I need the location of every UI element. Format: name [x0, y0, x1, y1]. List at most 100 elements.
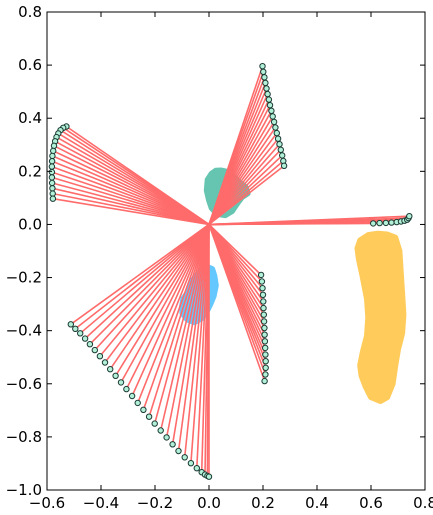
point-upper-right — [270, 118, 278, 126]
y-tick-label: −0.6 — [6, 375, 42, 393]
ray-lower-left — [70, 223, 210, 325]
ray-upper-left — [51, 182, 210, 226]
ray-upper-left — [52, 187, 210, 226]
scatter-points — [48, 62, 413, 480]
plot-frame — [46, 11, 426, 491]
point-upper-left — [49, 152, 56, 160]
point-upper-left — [48, 179, 56, 187]
point-upper-left — [48, 168, 56, 176]
ray-upper-left — [52, 150, 210, 226]
ray-upper-left — [51, 176, 210, 226]
ray-lower-left — [74, 223, 210, 330]
x-axis-ticks: −0.6 −0.4 −0.2 0.0 0.2 0.4 0.6 0.8 — [29, 12, 433, 512]
ray-lower-left — [171, 224, 210, 445]
ray-upper-left — [52, 197, 210, 226]
point-lower-left — [205, 473, 213, 480]
ray-lower-left — [94, 223, 210, 351]
point-upper-right — [269, 113, 276, 120]
point-lower-left — [169, 441, 176, 448]
ray-lower-left — [196, 224, 210, 469]
ray-middle-right — [208, 224, 266, 382]
point-upper-left — [48, 163, 56, 170]
point-lower-left — [117, 379, 125, 386]
ray-lower-left — [131, 224, 210, 397]
point-upper-left — [48, 158, 56, 165]
point-lower-left — [134, 399, 141, 407]
point-upper-right — [280, 162, 288, 170]
point-middle-right — [260, 318, 268, 325]
point-right — [382, 219, 390, 227]
point-upper-right — [272, 124, 279, 131]
point-upper-right — [277, 146, 284, 154]
y-tick-label: −0.8 — [6, 428, 42, 446]
point-upper-right — [268, 107, 275, 115]
point-middle-right — [261, 324, 268, 332]
x-tick-label: −0.4 — [83, 494, 119, 512]
x-tick-label: 0.6 — [359, 494, 383, 512]
point-upper-right — [262, 79, 269, 87]
ray-upper-right — [208, 149, 282, 225]
ray-lower-left — [109, 223, 210, 370]
ray-lower-left — [177, 224, 210, 452]
point-upper-right — [279, 152, 286, 159]
point-lower-left — [77, 330, 84, 337]
ray-upper-left — [51, 160, 210, 226]
ray-upper-right — [208, 143, 281, 225]
point-lower-left — [86, 341, 94, 348]
point-lower-left — [151, 420, 158, 427]
ray-lower-left — [125, 224, 210, 390]
y-tick-label: 0.0 — [18, 215, 42, 233]
point-upper-right — [261, 74, 268, 81]
y-tick-label: 0.2 — [18, 162, 42, 180]
point-lower-left — [81, 335, 89, 342]
point-lower-left — [112, 372, 119, 379]
x-tick-label: 0.4 — [305, 494, 329, 512]
point-middle-right — [262, 371, 269, 378]
point-lower-left — [193, 465, 201, 472]
ray-upper-left — [52, 192, 210, 226]
point-upper-right — [259, 62, 266, 70]
y-axis-ticks: −1.0 −0.8 −0.6 −0.4 −0.2 0.0 0.2 0.4 0.6 0.8 — [6, 3, 425, 499]
point-middle-right — [257, 271, 265, 279]
point-middle-right — [258, 278, 266, 285]
ray-lower-left — [159, 224, 210, 431]
ray-lower-left — [142, 224, 210, 411]
ray-lower-left — [165, 224, 210, 438]
ray-lower-left — [99, 223, 210, 357]
point-upper-left — [48, 174, 56, 181]
ray-lower-left — [190, 224, 210, 464]
point-upper-left — [50, 142, 58, 150]
ray-lower-left — [153, 224, 210, 424]
point-upper-right — [260, 68, 267, 76]
x-tick-label: −0.6 — [29, 494, 65, 512]
point-middle-right — [259, 285, 266, 292]
point-lower-left — [107, 366, 114, 373]
point-lower-left — [96, 353, 104, 360]
ray-upper-left — [51, 171, 210, 226]
point-upper-left — [49, 190, 56, 197]
point-upper-right — [264, 90, 271, 98]
point-upper-right — [273, 129, 280, 137]
ray-lower-left — [120, 224, 210, 383]
point-right — [388, 219, 395, 226]
point-upper-left — [49, 185, 56, 192]
point-upper-left — [49, 195, 57, 202]
ray-upper-right — [208, 154, 283, 225]
ray-lines — [51, 65, 410, 477]
point-middle-right — [262, 364, 269, 371]
point-lower-left — [140, 406, 147, 413]
point-lower-left — [157, 427, 164, 434]
point-lower-left — [175, 447, 182, 455]
point-middle-right — [261, 338, 269, 345]
point-upper-right — [265, 96, 273, 103]
point-right — [370, 220, 377, 227]
point-lower-left — [123, 385, 130, 393]
y-tick-label: −0.4 — [6, 322, 42, 340]
point-lower-left — [67, 321, 75, 328]
ray-lower-left — [148, 224, 210, 417]
point-lower-left — [187, 460, 195, 467]
point-middle-right — [261, 331, 268, 338]
point-lower-left — [101, 359, 109, 366]
ray-lower-left — [84, 223, 210, 340]
ray-upper-right — [208, 165, 285, 226]
